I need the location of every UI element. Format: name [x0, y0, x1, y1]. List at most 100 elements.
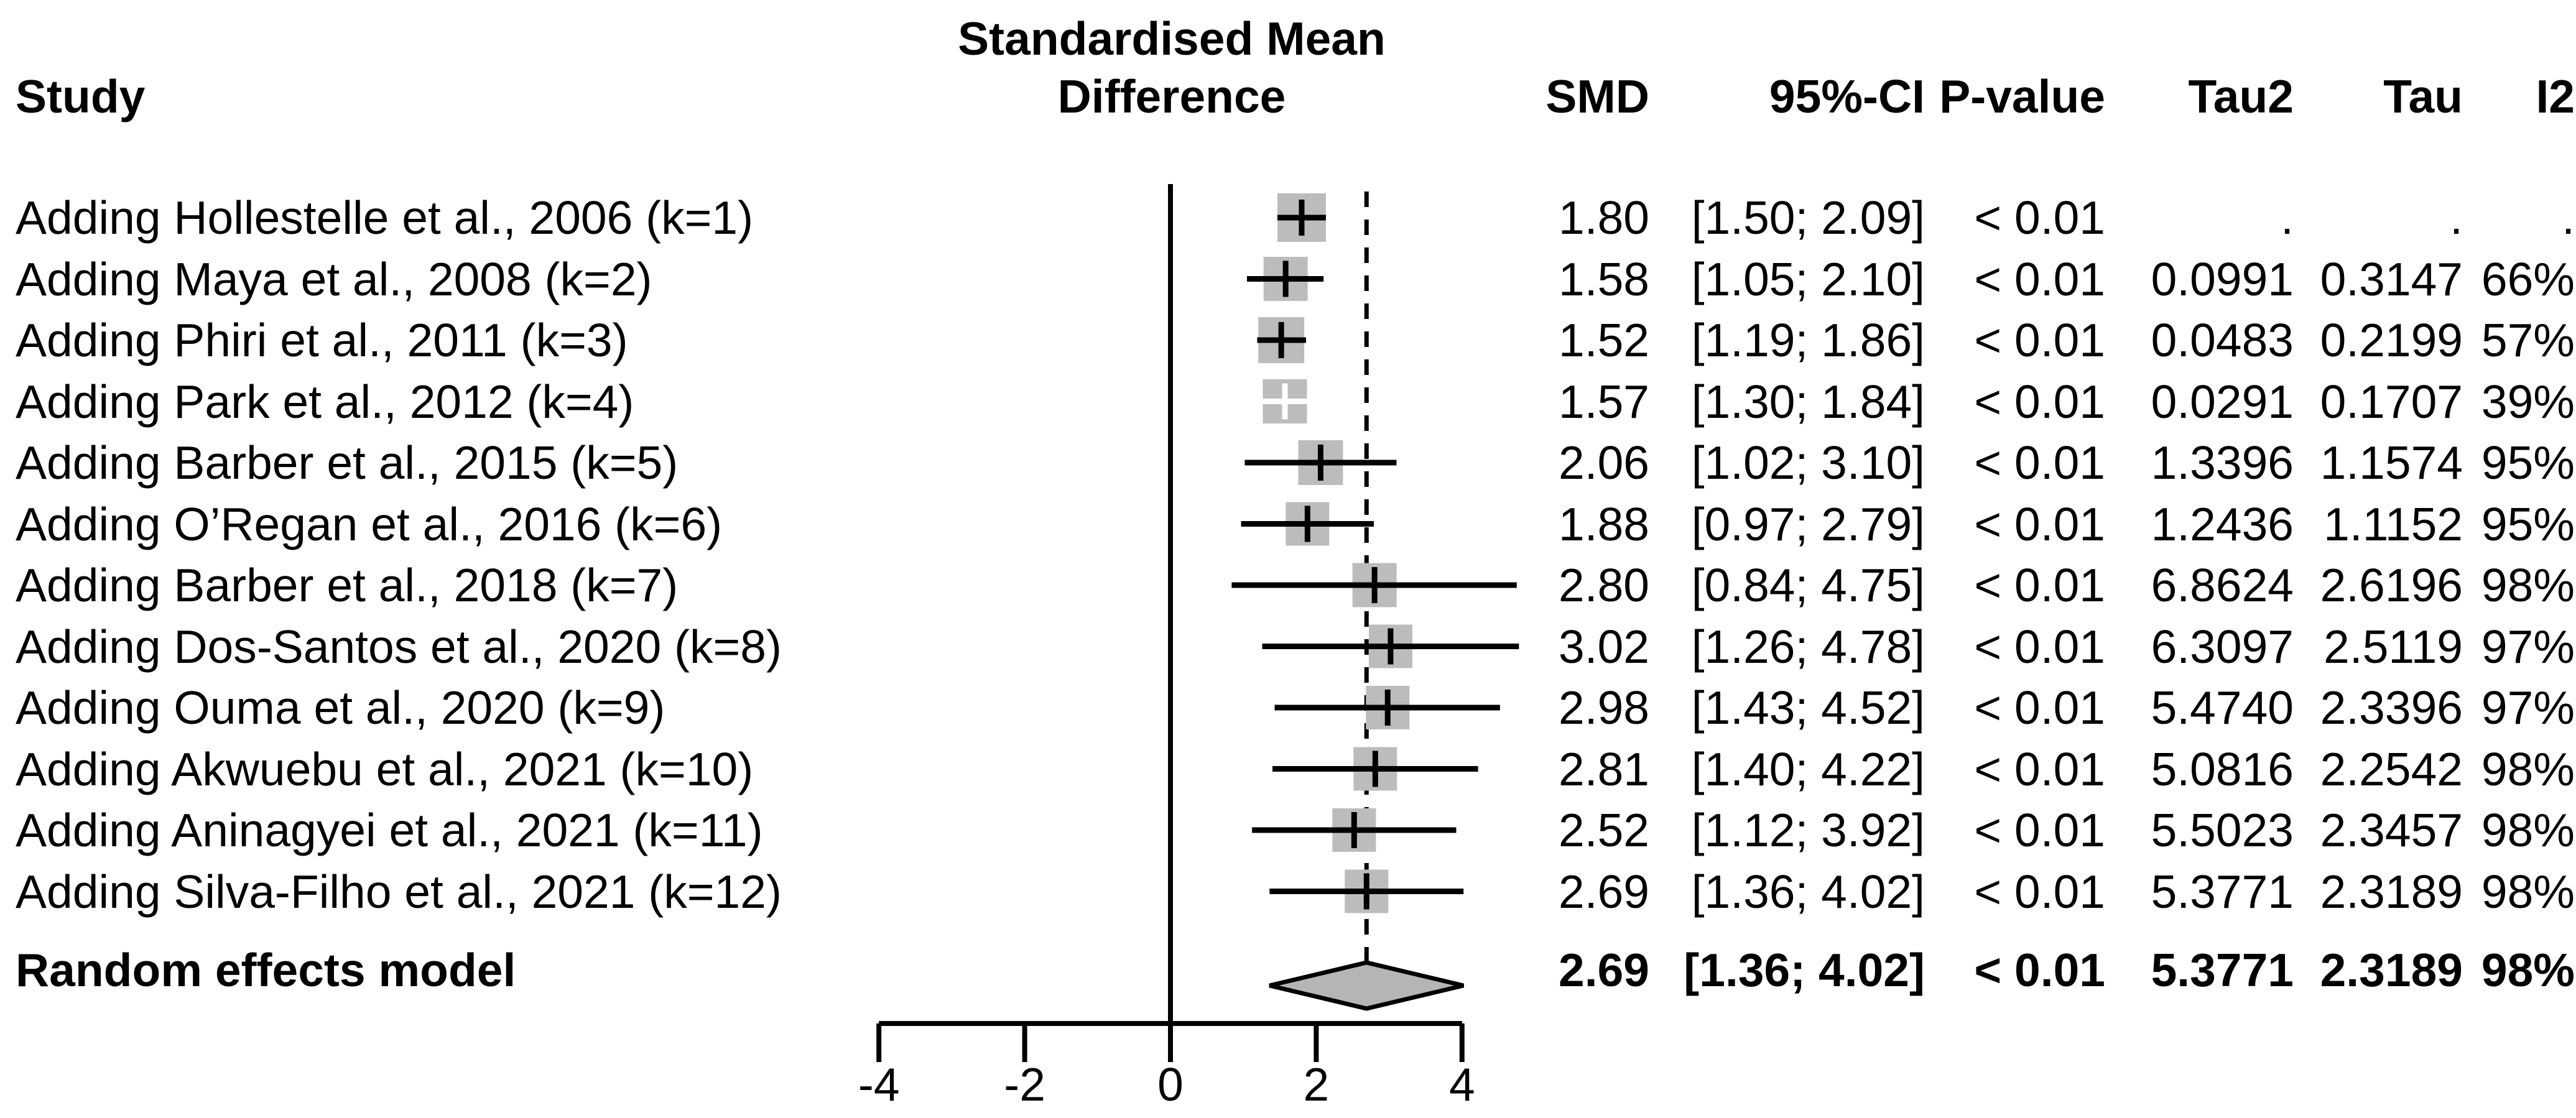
study-row-p-value: < 0.01 [1974, 252, 2105, 305]
study-row-p-value: < 0.01 [1974, 497, 2105, 550]
study-row-ci-value: [1.02; 3.10] [1691, 437, 1925, 489]
summary-row-tau2-value: 5.3771 [2151, 944, 2294, 996]
column-header-tau: Tau [2383, 70, 2463, 122]
study-row-tau-value: 2.6196 [2320, 559, 2463, 611]
study-row-smd-value: 2.52 [1559, 804, 1649, 856]
x-axis-tick-label: 0 [1157, 1058, 1184, 1111]
study-row-tau-value: 0.1707 [2320, 375, 2463, 428]
study-row-p-value: < 0.01 [1974, 375, 2105, 428]
study-row-p-value: < 0.01 [1974, 620, 2105, 673]
study-row-ci-value: [0.97; 2.79] [1691, 497, 1925, 550]
study-row-i2-value: 39% [2481, 375, 2575, 428]
study-row-p-value: < 0.01 [1974, 314, 2105, 366]
study-row-i2-value: 98% [2481, 865, 2575, 918]
study-row-ci-value: [1.12; 3.92] [1691, 804, 1925, 856]
plot-title-line2: Difference [1057, 70, 1286, 122]
summary-label: Random effects model [16, 944, 516, 996]
study-row-ci-value: [1.19; 1.86] [1691, 314, 1925, 366]
study-row-ci-value: [1.26; 4.78] [1691, 620, 1925, 673]
study-row-smd-value: 2.69 [1559, 865, 1649, 918]
study-row-ci-value: [1.40; 4.22] [1691, 742, 1925, 795]
study-row-p-value: < 0.01 [1974, 559, 2105, 611]
study-row-smd-value: 1.80 [1559, 192, 1649, 244]
column-header-smd: SMD [1545, 70, 1649, 122]
study-label: Adding Aninagyei et al., 2021 (k=11) [16, 804, 763, 856]
summary-row-p-value: < 0.01 [1974, 944, 2105, 996]
study-row-smd-value: 1.52 [1559, 314, 1649, 366]
study-row-smd-value: 1.57 [1559, 375, 1649, 428]
study-row-ci-value: [0.84; 4.75] [1691, 559, 1925, 611]
study-row-tau-value: 2.5119 [2323, 620, 2463, 673]
x-axis-tick-label: 4 [1448, 1058, 1475, 1111]
study-row-tau-value: . [2450, 192, 2463, 244]
study-row-i2-value: 57% [2481, 314, 2575, 366]
column-header-i2: I2 [2536, 70, 2575, 122]
study-row-i2-value: 66% [2481, 252, 2575, 305]
study-row-i2-value: . [2562, 192, 2575, 244]
study-row-smd-value: 3.02 [1559, 620, 1649, 673]
summary-row-tau-value: 2.3189 [2320, 944, 2463, 996]
study-row-tau2-value: 1.3396 [2151, 437, 2294, 489]
study-row-smd-value: 2.81 [1559, 742, 1649, 795]
study-row-ci-value: [1.50; 2.09] [1691, 192, 1925, 244]
study-row-tau-value: 2.3189 [2320, 865, 2463, 918]
study-label: Adding Akwuebu et al., 2021 (k=10) [16, 742, 754, 795]
study-label: Adding Barber et al., 2015 (k=5) [16, 437, 679, 489]
summary-row-ci-value: [1.36; 4.02] [1684, 944, 1925, 996]
column-header-pvalue: P-value [1939, 70, 2105, 122]
study-row-tau-value: 1.1152 [2323, 497, 2463, 550]
study-label: Adding Dos-Santos et al., 2020 (k=8) [16, 620, 782, 673]
study-row-tau-value: 2.3457 [2320, 804, 2463, 856]
study-label: Adding Hollestelle et al., 2006 (k=1) [16, 192, 754, 244]
x-axis-tick-label: -4 [858, 1058, 900, 1111]
summary-row-smd-value: 2.69 [1559, 944, 1649, 996]
study-row-tau-value: 1.1574 [2320, 437, 2463, 489]
summary-diamond [1269, 960, 1464, 1011]
study-row-tau-value: 0.3147 [2320, 252, 2463, 305]
study-row-i2-value: 95% [2481, 437, 2575, 489]
study-row-tau2-value: 5.4740 [2151, 681, 2294, 734]
study-row-p-value: < 0.01 [1974, 681, 2105, 734]
study-row-i2-value: 98% [2481, 804, 2575, 856]
study-row-ci-value: [1.36; 4.02] [1691, 865, 1925, 918]
study-row-i2-value: 97% [2481, 620, 2575, 673]
column-header-study: Study [16, 70, 146, 122]
study-row-smd-value: 2.06 [1559, 437, 1649, 489]
study-label: Adding Maya et al., 2008 (k=2) [16, 252, 652, 305]
study-label: Adding Silva-Filho et al., 2021 (k=12) [16, 865, 782, 918]
study-row-tau2-value: . [2281, 192, 2294, 244]
study-row-i2-value: 97% [2481, 681, 2575, 734]
study-row-smd-value: 2.80 [1559, 559, 1649, 611]
study-label: Adding O’Regan et al., 2016 (k=6) [16, 497, 723, 550]
study-row-tau2-value: 5.0816 [2151, 742, 2294, 795]
column-header-ci: 95%-CI [1769, 70, 1925, 122]
study-row-tau2-value: 1.2436 [2151, 497, 2294, 550]
plot-title-line1: Standardised Mean [958, 12, 1386, 65]
study-row-tau2-value: 5.3771 [2151, 865, 2294, 918]
study-row-p-value: < 0.01 [1974, 804, 2105, 856]
study-row-p-value: < 0.01 [1974, 742, 2105, 795]
column-header-tau2: Tau2 [2188, 70, 2294, 122]
study-row-ci-value: [1.43; 4.52] [1691, 681, 1925, 734]
study-row-p-value: < 0.01 [1974, 192, 2105, 244]
study-row-p-value: < 0.01 [1974, 865, 2105, 918]
study-row-i2-value: 98% [2481, 559, 2575, 611]
study-row-i2-value: 98% [2481, 742, 2575, 795]
study-row-tau2-value: 5.5023 [2151, 804, 2294, 856]
study-label: Adding Ouma et al., 2020 (k=9) [16, 681, 665, 734]
study-row-p-value: < 0.01 [1974, 437, 2105, 489]
study-row-tau2-value: 6.8624 [2151, 559, 2294, 611]
x-axis-tick-label: -2 [1004, 1058, 1045, 1111]
study-row-tau2-value: 0.0991 [2151, 252, 2294, 305]
study-row-i2-value: 95% [2481, 497, 2575, 550]
study-row-smd-value: 1.88 [1559, 497, 1649, 550]
study-row-ci-value: [1.05; 2.10] [1691, 252, 1925, 305]
study-row-tau-value: 2.3396 [2320, 681, 2463, 734]
study-row-tau2-value: 6.3097 [2151, 620, 2294, 673]
study-row-smd-value: 2.98 [1559, 681, 1649, 734]
study-label: Adding Barber et al., 2018 (k=7) [16, 559, 679, 611]
study-row-tau-value: 2.2542 [2320, 742, 2463, 795]
study-row-ci-value: [1.30; 1.84] [1691, 375, 1925, 428]
x-axis-tick-label: 2 [1303, 1058, 1330, 1111]
